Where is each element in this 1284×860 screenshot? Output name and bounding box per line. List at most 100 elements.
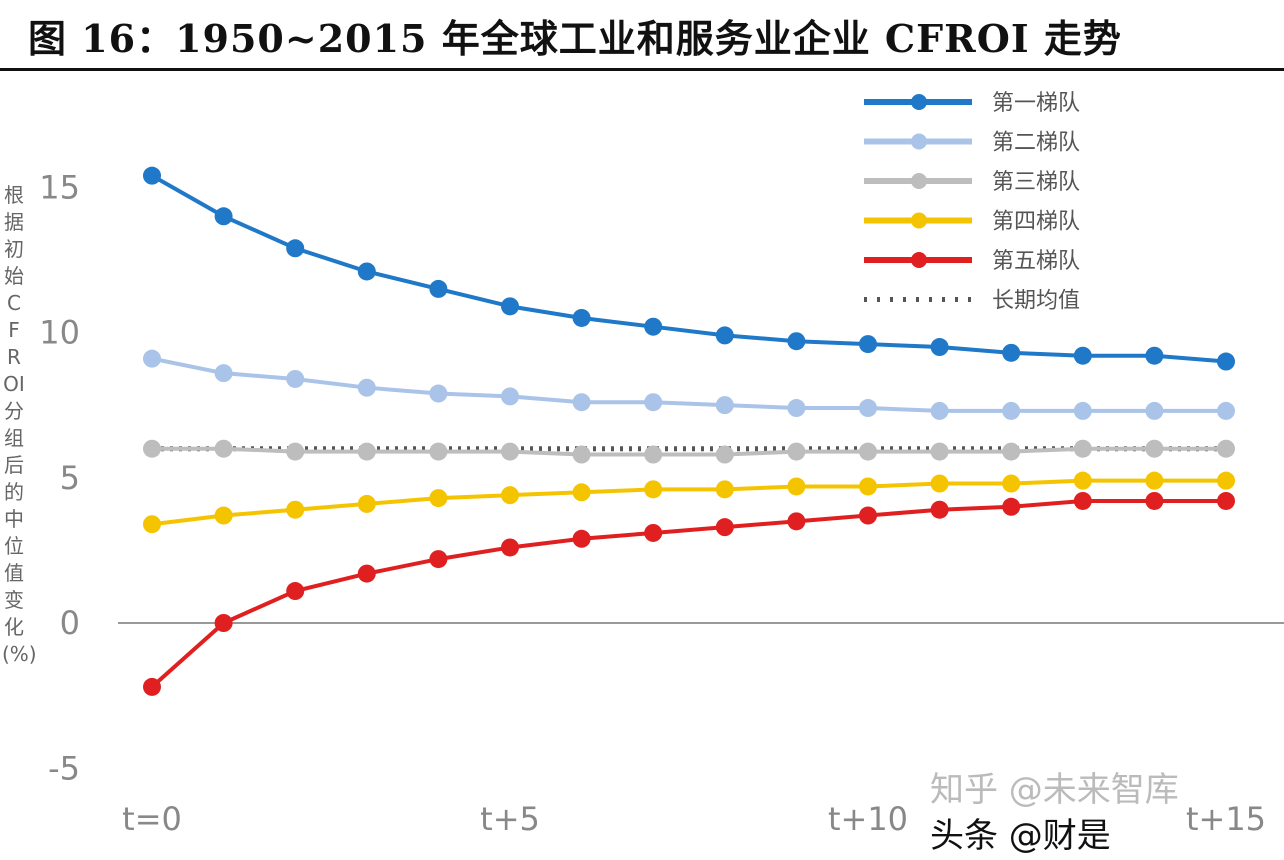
y-tick-label: -5	[48, 749, 80, 787]
data-point-series-4	[501, 486, 519, 505]
data-point-series-1	[1145, 346, 1164, 365]
legend-label: 第五梯队	[992, 249, 1080, 274]
data-point-series-3	[501, 442, 519, 461]
legend-label: 长期均值	[992, 289, 1080, 314]
legend-swatch-marker	[911, 212, 927, 229]
data-point-series-4	[715, 480, 734, 499]
data-point-series-5	[286, 582, 305, 601]
data-point-series-1	[787, 332, 806, 351]
watermark-toutiao: 头条 @财是	[930, 816, 1111, 856]
data-point-series-2	[357, 378, 376, 397]
data-point-series-1	[572, 308, 591, 327]
data-point-series-2	[644, 393, 663, 412]
data-point-series-2	[429, 384, 448, 403]
data-point-series-2	[1145, 401, 1164, 420]
series-line-4	[151, 478, 1226, 527]
data-point-series-4	[1073, 471, 1092, 490]
data-point-series-5	[930, 500, 949, 519]
data-point-series-2	[930, 401, 949, 420]
data-point-series-4	[787, 477, 806, 496]
data-point-series-3	[715, 445, 734, 464]
data-point-series-2	[787, 399, 806, 418]
data-point-series-4	[143, 515, 161, 534]
data-point-series-3	[644, 445, 663, 464]
data-point-series-3	[1217, 439, 1235, 458]
data-point-series-3	[787, 442, 806, 461]
x-tick-label: t+5	[480, 800, 540, 838]
data-point-series-2	[1002, 401, 1021, 420]
data-point-series-3	[859, 442, 877, 461]
x-tick-label: t+10	[828, 800, 908, 838]
x-tick-label: t=0	[122, 800, 182, 838]
data-point-series-3	[286, 442, 305, 461]
series-line-3	[152, 446, 1226, 457]
data-point-series-5	[1217, 491, 1235, 510]
data-point-series-5	[1002, 497, 1021, 516]
title-rule	[0, 68, 1284, 71]
data-point-series-1	[1217, 352, 1235, 371]
data-point-series-4	[1145, 471, 1164, 490]
y-axis-label: 根据初始CFROI分组后的中位值变化(%)	[2, 183, 37, 666]
data-point-series-5	[357, 564, 376, 583]
data-point-series-4	[214, 506, 233, 525]
data-point-series-5	[501, 538, 519, 557]
y-tick-label: 5	[60, 459, 80, 497]
data-point-series-1	[501, 297, 519, 316]
data-point-series-2	[1073, 401, 1092, 420]
data-point-series-2	[143, 349, 161, 368]
data-point-series-3	[1073, 439, 1092, 458]
data-point-series-3	[1145, 439, 1164, 458]
data-point-series-5	[787, 512, 806, 531]
x-tick-label: t+15	[1186, 800, 1266, 838]
data-point-series-2	[572, 393, 591, 412]
legend-swatch-marker	[911, 133, 927, 150]
data-point-series-5	[1145, 491, 1164, 510]
y-tick-label: 10	[39, 314, 80, 352]
legend-swatch-marker	[911, 94, 927, 110]
data-point-series-2	[859, 399, 877, 418]
data-point-series-2	[501, 387, 519, 406]
data-point-series-3	[214, 439, 233, 458]
data-point-series-3	[143, 439, 161, 458]
data-point-series-4	[1217, 471, 1235, 490]
data-point-series-1	[143, 166, 161, 185]
data-point-series-5	[859, 506, 877, 525]
data-point-series-1	[286, 239, 305, 258]
data-point-series-5	[1073, 491, 1092, 510]
y-tick-label: 15	[39, 168, 80, 206]
data-point-series-1	[1002, 343, 1021, 362]
data-point-series-1	[715, 326, 734, 345]
data-point-series-5	[143, 677, 161, 696]
data-point-series-5	[715, 518, 734, 537]
series-line-5	[150, 498, 1226, 689]
data-point-series-2	[1217, 401, 1235, 420]
data-point-series-5	[214, 614, 233, 632]
data-point-series-4	[429, 489, 448, 508]
data-point-series-4	[357, 494, 376, 513]
data-point-series-1	[214, 207, 233, 226]
data-point-series-4	[644, 480, 663, 499]
data-point-series-5	[429, 550, 448, 569]
data-point-series-1	[357, 262, 376, 281]
legend-label: 第四梯队	[992, 210, 1080, 235]
watermark-zhihu: 知乎 @未来智库	[930, 770, 1179, 810]
legend-label: 第二梯队	[992, 131, 1080, 156]
data-point-series-1	[429, 279, 448, 298]
legend-swatch-marker	[911, 252, 927, 268]
legend-label: 第三梯队	[992, 170, 1080, 195]
data-point-series-4	[286, 500, 305, 519]
data-point-series-3	[357, 442, 376, 461]
data-point-series-4	[930, 474, 949, 493]
data-point-series-3	[1002, 442, 1021, 461]
data-point-series-5	[572, 529, 591, 548]
data-point-series-4	[1002, 474, 1021, 493]
data-point-series-3	[572, 445, 591, 464]
data-point-series-2	[286, 369, 305, 388]
data-point-series-4	[859, 477, 877, 496]
data-point-series-3	[429, 442, 448, 461]
data-point-series-1	[644, 317, 663, 336]
data-point-series-1	[859, 335, 877, 354]
data-point-series-4	[572, 483, 591, 502]
data-point-series-1	[930, 338, 949, 357]
